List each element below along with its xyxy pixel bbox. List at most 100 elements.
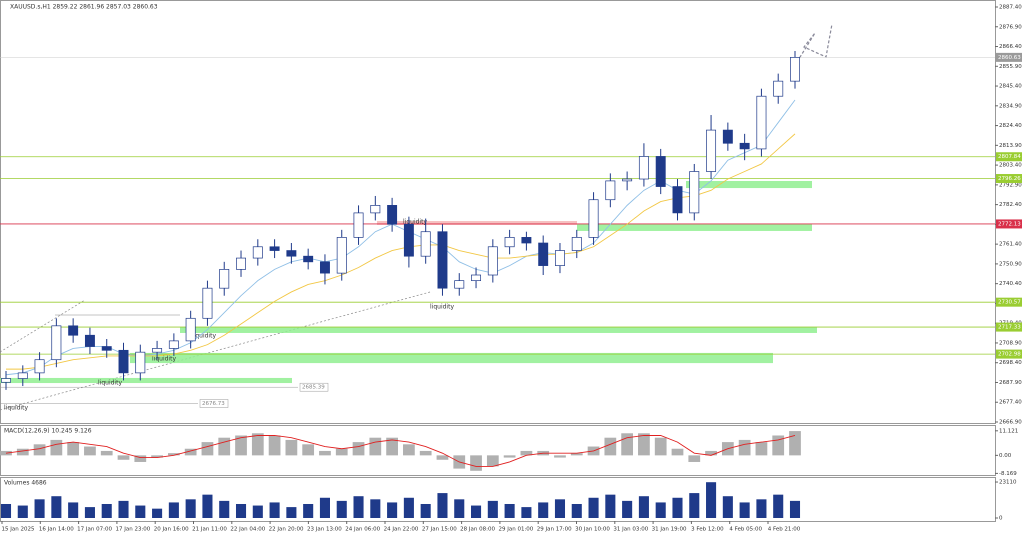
macd-bar: [654, 437, 667, 456]
x-tick-label: 21 Jan 11:00: [192, 527, 227, 533]
volume-bar: [521, 507, 532, 518]
volume-bar: [118, 500, 129, 518]
volume-bar: [101, 503, 112, 518]
volume-bar: [773, 494, 784, 518]
volume-bar: [353, 496, 364, 518]
volume-bar: [403, 497, 414, 518]
y-tick-label: 2687.90: [999, 380, 1022, 386]
macd-title: MACD(12,26,9) 10.245 9.126: [4, 428, 92, 435]
volume-tick-label: 0: [999, 516, 1003, 522]
candle-body: [84, 334, 95, 347]
zone: [686, 180, 812, 189]
candle-body: [252, 246, 263, 259]
candle-body: [571, 237, 582, 251]
level-label: 2717.33: [998, 325, 1021, 331]
annotation: liquidity: [192, 333, 216, 340]
y-tick-label: 2761.40: [999, 242, 1022, 248]
candle-body: [689, 171, 700, 214]
zone: [577, 224, 812, 231]
y-tick-label: 2845.40: [999, 84, 1022, 90]
candle-body: [622, 178, 633, 182]
volume-bar: [303, 503, 314, 518]
macd-tick-label: -8.169: [999, 471, 1017, 477]
y-tick-label: 2803.40: [999, 163, 1022, 169]
zone: [130, 352, 773, 364]
candle-body: [236, 257, 246, 270]
volume-bar: [17, 505, 28, 518]
volume-bar: [387, 502, 398, 518]
side-level-label: 2685.39: [302, 385, 325, 391]
macd-bar: [554, 455, 566, 458]
candle-body: [185, 317, 196, 342]
macd-bar: [604, 437, 617, 456]
x-tick-label: 3 Feb 12:00: [691, 527, 724, 533]
candle-body: [387, 205, 398, 225]
candle-body: [403, 223, 414, 257]
trend-line: [0, 299, 86, 353]
level-label: 2807.84: [998, 154, 1021, 160]
macd-bar: [386, 437, 398, 456]
candle-body: [34, 359, 45, 374]
level-badge: [996, 349, 1022, 359]
macd-bar: [671, 448, 684, 456]
forecast-path: [796, 23, 833, 63]
candle-body: [471, 274, 482, 282]
candle-body: [17, 372, 28, 379]
macd-bar: [0, 450, 12, 456]
candle-body: [538, 242, 549, 266]
y-tick-label: 2750.90: [999, 261, 1022, 267]
macd-bar: [117, 455, 130, 460]
macd-bar: [33, 444, 46, 456]
macd-bar: [285, 439, 298, 456]
candle-body: [638, 156, 649, 180]
candle-body: [773, 80, 784, 97]
candle-body: [319, 261, 330, 274]
macd-bar: [67, 442, 80, 456]
macd-bar: [134, 455, 147, 462]
level-label: 2796.26: [998, 176, 1021, 182]
annotation: liquidity: [98, 380, 122, 387]
volume-bar: [739, 502, 750, 518]
annotation: liquidity: [403, 219, 427, 226]
volume-bar: [706, 482, 717, 518]
macd-bar: [151, 455, 163, 458]
candle-body: [353, 212, 364, 238]
level-label: 2772.13: [998, 221, 1021, 227]
x-tick-label: 15 Jan 2025: [2, 527, 35, 533]
candle-body: [152, 348, 163, 353]
candle-body: [605, 180, 616, 201]
macd-bar: [638, 433, 650, 456]
volume-bar: [219, 500, 230, 518]
x-tick-label: 4 Feb 05:00: [729, 527, 762, 533]
candle-body: [722, 129, 733, 144]
macd-bar: [688, 455, 701, 462]
level-label: 2702.98: [998, 352, 1021, 358]
volume-bar: [168, 502, 179, 518]
volume-bar: [135, 505, 146, 518]
candle-body: [756, 95, 767, 150]
candle-body: [454, 280, 465, 289]
volume-bar: [471, 505, 482, 518]
volume-bar: [34, 499, 45, 518]
volume-bar: [789, 500, 801, 518]
candle-body: [51, 325, 62, 361]
volume-bar: [638, 496, 649, 518]
chart-title: XAUUSD.s,H1 2859.22 2861.96 2857.03 2860…: [10, 4, 158, 11]
candle-body: [739, 142, 750, 150]
y-tick-label: 2740.40: [999, 281, 1022, 287]
macd-bar: [352, 442, 365, 456]
macd-bar: [520, 450, 533, 456]
x-tick-label: 17 Jan 07:00: [77, 527, 112, 533]
x-tick-label: 22 Jan 20:00: [269, 527, 304, 533]
annotation: liquidity: [152, 356, 176, 363]
level-badge: [996, 322, 1022, 332]
x-tick-label: 29 Jan 17:00: [537, 527, 572, 533]
main-pane-border: [0, 0, 996, 424]
zone: [0, 377, 292, 384]
y-tick-label: 2698.40: [999, 360, 1022, 366]
macd-bar: [621, 433, 634, 456]
volume-bar: [487, 500, 498, 518]
candle-body: [487, 246, 498, 276]
macd-bar: [403, 444, 415, 456]
